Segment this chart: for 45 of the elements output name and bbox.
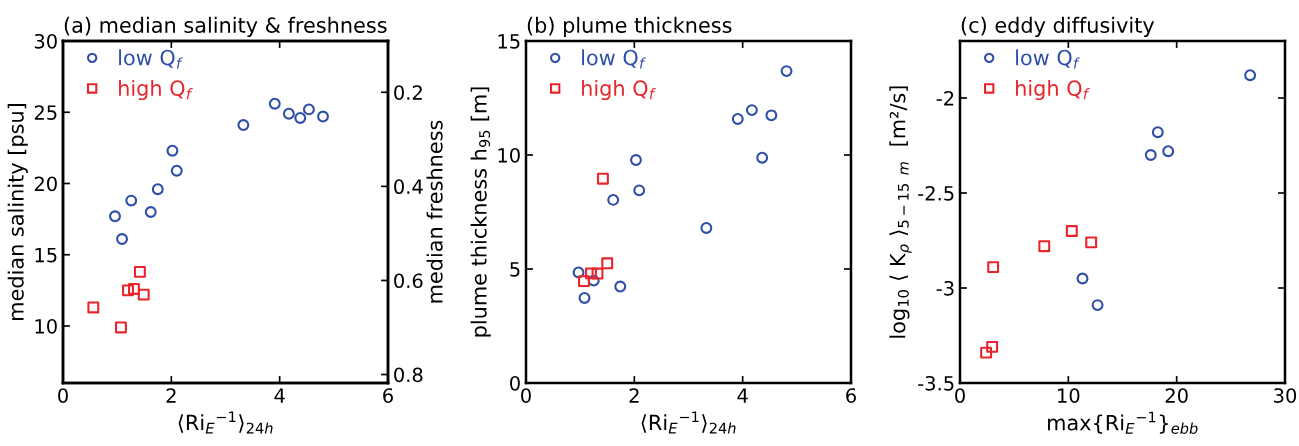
chart-title: (b) plume thickness xyxy=(527,16,732,37)
x-axis-title: ⟨Ri$_{E}$$^{−1}$⟩$_{24h}$ xyxy=(641,411,736,434)
x-tick-label: 2 xyxy=(629,388,639,403)
legend-label: high Q$_{f}$ xyxy=(1016,79,1090,101)
y-tick-label: 0 xyxy=(510,375,520,391)
y2-tick-label: 0.4 xyxy=(394,179,423,195)
legend-label: high Q$_{f}$ xyxy=(582,79,656,101)
y-tick-label: -3 xyxy=(936,280,954,296)
y-tick-label: 20 xyxy=(34,176,57,192)
x-axis-title: ⟨Ri$_{E}$$^{−1}$⟩$_{24h}$ xyxy=(178,411,273,434)
y-tick-label: 10 xyxy=(498,147,520,163)
legend-label: low Q$_{f}$ xyxy=(582,49,646,69)
y2-tick-label: 0.2 xyxy=(394,85,422,100)
y-axis-title: log$_{10}$ ⟨ K$_{ρ}$ ⟩$_{5−15 m}$ [m²/s] xyxy=(889,86,912,338)
y-tick-label: -3.5 xyxy=(918,375,954,391)
y-axis-title: plume thickness h$_{95}$ [m] xyxy=(470,87,491,337)
y2-tick-label: 0.6 xyxy=(394,273,423,289)
chart-title: (c) eddy diffusivity xyxy=(961,16,1155,37)
x-tick-label: 10 xyxy=(1058,388,1080,403)
y2-axis-title: median freshness xyxy=(426,120,443,303)
x-tick-label: 0 xyxy=(955,388,965,403)
y-tick-label: 5 xyxy=(510,262,520,277)
x-tick-label: 4 xyxy=(737,388,748,403)
y-axis-title: median salinity [psu] xyxy=(7,104,28,320)
x-tick-label: 30 xyxy=(1274,388,1297,403)
y-tick-label: -2 xyxy=(936,90,954,106)
x-axis-title: max{Ri$_{E}$$^{−1}$}$_{ebb}$ xyxy=(1048,411,1198,434)
y-tick-label: 30 xyxy=(34,33,57,49)
y-tick-label: -2.5 xyxy=(918,185,954,201)
legend-label: low Q$_{f}$ xyxy=(119,49,183,69)
legend-label: low Q$_{f}$ xyxy=(1016,49,1080,69)
x-tick-label: 2 xyxy=(166,388,176,403)
x-tick-label: 6 xyxy=(846,388,856,403)
x-tick-label: 20 xyxy=(1165,388,1188,403)
y-tick-label: 25 xyxy=(34,105,57,120)
y2-tick-label: 0.8 xyxy=(394,367,423,383)
legend-label: high Q$_{f}$ xyxy=(119,79,193,101)
x-tick-label: 0 xyxy=(58,388,68,403)
x-tick-label: 6 xyxy=(383,388,393,403)
chart-title: (a) median salinity & freshness xyxy=(64,16,387,37)
y-tick-label: 15 xyxy=(498,34,520,49)
x-tick-label: 0 xyxy=(521,388,531,403)
y-tick-label: 10 xyxy=(35,318,57,334)
y-tick-label: 15 xyxy=(35,247,57,263)
x-tick-label: 4 xyxy=(274,388,285,403)
